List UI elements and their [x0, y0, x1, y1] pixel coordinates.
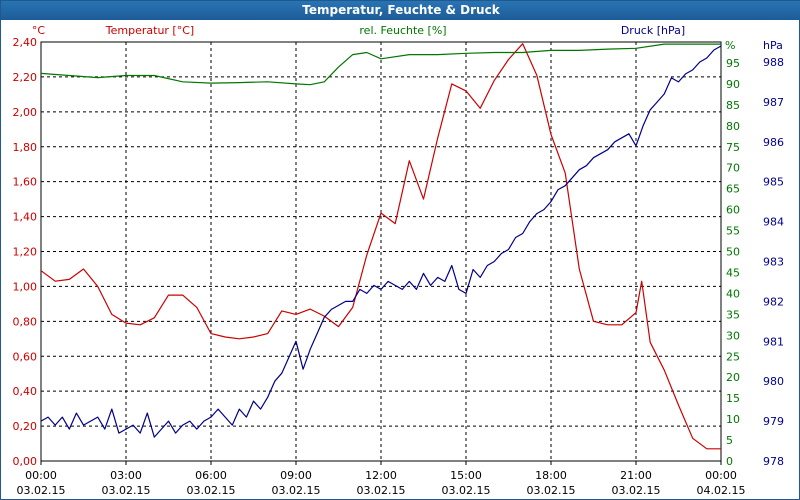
x-tick-date: 03.02.15 — [612, 484, 661, 497]
chart-title: Temperatur, Feuchte & Druck — [1, 1, 800, 20]
temp-tick-label: 1,80 — [13, 141, 38, 154]
x-tick-date: 03.02.15 — [187, 484, 236, 497]
temp-tick-label: 2,40 — [13, 36, 38, 49]
temp-tick-label: 0,40 — [13, 385, 38, 398]
pressure-tick-label: 979 — [763, 415, 784, 428]
humidity-tick-label: 95 — [726, 57, 740, 70]
temp-tick-label: 1,20 — [13, 246, 38, 259]
temperature-line — [40, 43, 721, 450]
humidity-tick-label: 40 — [726, 287, 740, 300]
humidity-tick-label: 0 — [726, 455, 733, 468]
x-tick-time: 00:00 — [705, 469, 737, 482]
pressure-tick-label: 982 — [763, 295, 784, 308]
pressure-tick-label: 986 — [763, 136, 784, 149]
pressure-line — [40, 45, 722, 438]
humidity-tick-label: 85 — [726, 99, 740, 112]
humidity-tick-label: 20 — [726, 371, 740, 384]
pressure-tick-label: 978 — [763, 455, 784, 468]
temp-tick-label: 0,20 — [13, 420, 38, 433]
humidity-line — [40, 43, 721, 86]
x-tick-time: 12:00 — [365, 469, 397, 482]
humidity-tick-label: 10 — [726, 413, 740, 426]
temp-tick-label: 1,60 — [13, 176, 38, 189]
x-tick-date: 04.02.15 — [697, 484, 746, 497]
x-tick-time: 03:00 — [110, 469, 142, 482]
humidity-tick-label: 90 — [726, 78, 740, 91]
humidity-tick-label: 60 — [726, 204, 740, 217]
humidity-tick-label: 65 — [726, 183, 740, 196]
temp-unit-label: °C — [32, 24, 46, 37]
x-tick-time: 06:00 — [195, 469, 227, 482]
humidity-tick-label: 5 — [726, 434, 733, 447]
temp-tick-label: 0,80 — [13, 315, 38, 328]
grid-lines — [41, 41, 721, 461]
humidity-tick-label: 30 — [726, 329, 740, 342]
x-tick-time: 18:00 — [535, 469, 567, 482]
pressure-tick-label: 984 — [763, 216, 784, 229]
x-tick-date: 03.02.15 — [527, 484, 576, 497]
series-lines — [40, 43, 722, 450]
x-tick-date: 03.02.15 — [357, 484, 406, 497]
humidity-tick-label: 35 — [726, 308, 740, 321]
temp-tick-label: 0,60 — [13, 350, 38, 363]
x-tick-date: 03.02.15 — [442, 484, 491, 497]
pressure-tick-label: 981 — [763, 335, 784, 348]
humidity-tick-label: 75 — [726, 141, 740, 154]
temp-tick-label: 2,20 — [13, 71, 38, 84]
x-tick-date: 03.02.15 — [102, 484, 151, 497]
humidity-axis-label: rel. Feuchte [%] — [359, 24, 446, 37]
humidity-tick-label: 15 — [726, 392, 740, 405]
pressure-axis-label: Druck [hPa] — [621, 24, 685, 37]
pressure-unit-label: hPa — [763, 39, 783, 52]
humidity-tick-label: 70 — [726, 162, 740, 175]
x-tick-date: 03.02.15 — [17, 484, 66, 497]
pressure-tick-label: 983 — [763, 255, 784, 268]
humidity-unit-label: % — [725, 39, 735, 52]
humidity-tick-label: 80 — [726, 120, 740, 133]
axis-tick-labels: 0,00 0,20 0,40 0,60 0,80 1,00 1,20 1,40 1,60 1,80… — [13, 36, 785, 497]
x-tick-time: 21:00 — [620, 469, 652, 482]
temp-tick-label: 1,00 — [13, 280, 38, 293]
pressure-tick-label: 987 — [763, 96, 784, 109]
pressure-tick-label: 988 — [763, 56, 784, 69]
temp-tick-label: 2,00 — [13, 106, 38, 119]
x-tick-time: 15:00 — [450, 469, 482, 482]
humidity-tick-label: 25 — [726, 350, 740, 363]
x-tick-time: 09:00 — [280, 469, 312, 482]
pressure-tick-label: 980 — [763, 375, 784, 388]
humidity-tick-label: 45 — [726, 266, 740, 279]
temp-axis-label: Temperatur [°C] — [105, 24, 194, 37]
humidity-tick-label: 55 — [726, 225, 740, 238]
temp-tick-label: 1,40 — [13, 211, 38, 224]
pressure-tick-label: 985 — [763, 176, 784, 189]
humidity-tick-label: 50 — [726, 246, 740, 259]
temp-tick-label: 0,00 — [13, 455, 38, 468]
x-tick-time: 00:00 — [25, 469, 57, 482]
x-tick-date: 03.02.15 — [272, 484, 321, 497]
